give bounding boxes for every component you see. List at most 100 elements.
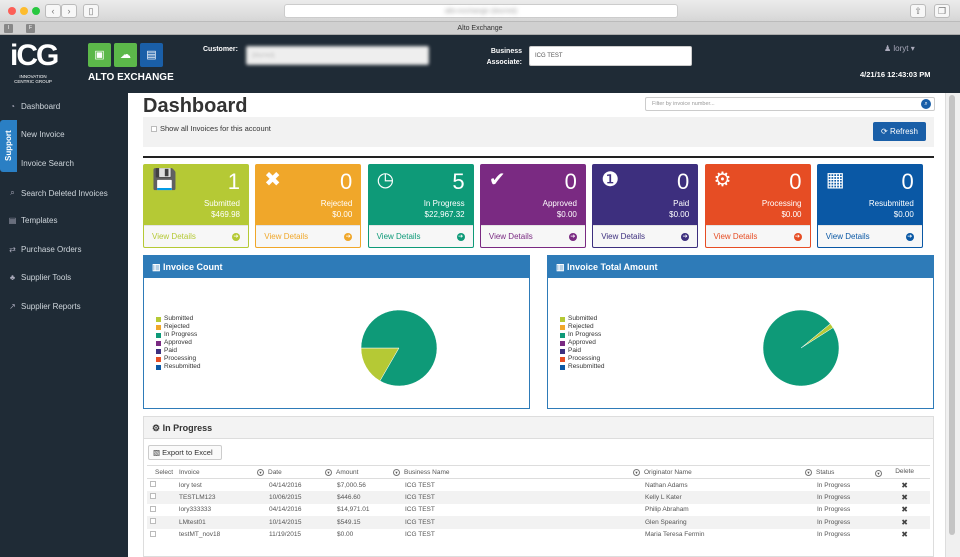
bookmark-i[interactable]: I xyxy=(4,24,13,33)
minimize-window-button[interactable] xyxy=(20,7,28,15)
cell-business-name: ICG TEST xyxy=(405,481,435,489)
sidebar-item-invoice-search[interactable]: Invoice Search xyxy=(21,159,74,168)
customer-field[interactable]: (blurred) xyxy=(246,46,429,65)
legend-label: Processing xyxy=(568,355,601,362)
view-details-link[interactable]: View Details ➔ xyxy=(144,225,248,247)
back-button[interactable]: ‹ xyxy=(45,4,61,18)
business-associate-field[interactable]: ICG TEST xyxy=(529,46,692,66)
view-details-link[interactable]: View Details ➔ xyxy=(480,225,585,247)
url-bar[interactable]: alto-exchange (blurred) xyxy=(284,4,678,18)
forward-button[interactable]: › xyxy=(61,4,77,18)
card-amount: $0.00 xyxy=(332,210,353,219)
tabs-icon[interactable]: ❐ xyxy=(934,4,950,18)
col-invoice[interactable]: Invoice xyxy=(179,465,257,479)
table-row[interactable]: testMT_nov18 11/19/2015 $0.00 ICG TEST Maria… xyxy=(147,529,930,542)
card-count: 0 xyxy=(564,169,577,194)
table-row[interactable]: lory test 04/14/2016 $7,000.56 ICG TEST Nath… xyxy=(147,479,930,492)
share-icon[interactable]: ⇧ xyxy=(910,4,926,18)
cell-invoice: TESTLM123 xyxy=(179,491,257,504)
tab-title[interactable]: Alto Exchange xyxy=(457,25,503,32)
row-select-checkbox[interactable] xyxy=(150,481,156,487)
cell-date: 04/14/2016 xyxy=(269,481,302,489)
legend-swatch xyxy=(560,324,565,330)
panel-title: In Progress xyxy=(162,423,213,433)
arrow-right-icon: ➔ xyxy=(793,232,802,241)
cell-business-name: ICG TEST xyxy=(393,491,633,504)
legend-label: Approved xyxy=(568,339,596,346)
view-details-link[interactable]: View Details ➔ xyxy=(817,225,922,247)
filter-icon[interactable]: ▼ xyxy=(257,468,264,476)
sidebar-item-purchase-orders[interactable]: ⇄ Purchase Orders xyxy=(8,245,81,254)
cell-status: In Progress xyxy=(805,491,875,504)
sidebar-toggle-icon[interactable]: ▯ xyxy=(83,4,99,18)
card-amount: $469.98 xyxy=(211,210,240,219)
pie-slice-in-progress[interactable] xyxy=(360,309,438,387)
export-label: Export to Excel xyxy=(162,448,213,457)
col-originator[interactable]: ▼ Originator Name xyxy=(633,465,805,479)
view-details-link[interactable]: View Details ➔ xyxy=(705,225,810,247)
close-window-button[interactable] xyxy=(8,7,16,15)
export-to-excel-button[interactable]: ▧ Export to Excel xyxy=(148,445,222,460)
row-select-checkbox[interactable] xyxy=(150,493,156,500)
checkbox[interactable] xyxy=(151,125,157,132)
panel-header: ▥ Invoice Total Amount xyxy=(548,256,933,278)
sidebar-item-dashboard[interactable]: ◔ Dashboard xyxy=(8,102,60,111)
card-body: ✔ 0 Approved $0.00 xyxy=(480,165,585,225)
delete-icon[interactable]: ✖ xyxy=(901,480,908,490)
user-menu[interactable]: ♟ loryt ▾ xyxy=(884,44,915,53)
bookmark-f[interactable]: F xyxy=(26,24,35,33)
legend-item: Submitted xyxy=(156,315,201,323)
card-label: Paid xyxy=(673,199,690,208)
legend-item: Approved xyxy=(156,339,201,347)
cell-amount: $14,971.01 xyxy=(337,506,370,514)
invoice-filter-input[interactable]: Filter by invoice number... xyxy=(645,97,935,111)
scrollbar-thumb[interactable] xyxy=(949,95,955,535)
sidebar-item-templates[interactable]: ▤ Templates xyxy=(8,216,58,225)
row-select-checkbox[interactable] xyxy=(150,518,156,525)
view-details-link[interactable]: View Details ➔ xyxy=(593,225,698,247)
arrow-right-icon: ➔ xyxy=(344,232,353,241)
sidebar-item-search-deleted[interactable]: ⌕ Search Deleted Invoices xyxy=(8,188,107,198)
delete-icon[interactable]: ✖ xyxy=(875,491,930,504)
delete-icon[interactable]: ✖ xyxy=(901,530,908,540)
calculator-icon: ▦ xyxy=(825,169,845,191)
refresh-button[interactable]: ⟳ Refresh xyxy=(873,122,926,141)
legend-swatch xyxy=(560,364,565,370)
legend-item: Paid xyxy=(560,347,605,355)
col-date[interactable]: ▼ Date xyxy=(257,465,325,479)
cell-originator: Glen Spearing xyxy=(633,516,805,529)
invoice-count-panel: ▥ Invoice Count Submitted Rejected In Prog… xyxy=(143,255,530,409)
col-amount[interactable]: ▼ Amount xyxy=(325,465,393,479)
legend-item: Rejected xyxy=(560,323,605,331)
cell-date: 10/06/2015 xyxy=(257,491,325,504)
filter-bar: Show all Invoices for this account xyxy=(143,117,934,147)
row-select-checkbox[interactable] xyxy=(150,505,156,512)
filter-icon[interactable]: ▼ xyxy=(633,468,640,476)
search-button[interactable]: ⌕ xyxy=(921,99,931,109)
filter-icon[interactable]: ▼ xyxy=(875,469,882,477)
filter-icon[interactable]: ▼ xyxy=(805,468,812,476)
pie-slice-in-progress[interactable] xyxy=(762,309,840,387)
filter-icon[interactable]: ▼ xyxy=(325,468,332,476)
maximize-window-button[interactable] xyxy=(32,7,40,15)
show-all-checkbox[interactable]: Show all Invoices for this account xyxy=(151,124,271,133)
view-details-link[interactable]: View Details ➔ xyxy=(256,225,361,247)
sidebar-item-new-invoice[interactable]: New Invoice xyxy=(21,130,65,139)
col-select: Select xyxy=(147,465,179,479)
col-business-name[interactable]: ▼ Business Name xyxy=(393,465,633,479)
sidebar-item-supplier-reports[interactable]: ↗ Supplier Reports xyxy=(8,302,80,311)
card-body: ⚙ 0 Processing $0.00 xyxy=(705,165,810,225)
table-row[interactable]: lory333333 04/14/2016 $14,971.01 ICG TEST Ph… xyxy=(147,504,930,517)
status-card-processing: ⚙ 0 Processing $0.00 View Details ➔ xyxy=(704,164,811,248)
sidebar-item-supplier-tools[interactable]: ♣ Supplier Tools xyxy=(8,273,71,282)
col-status[interactable]: ▼ Status xyxy=(805,465,875,479)
filter-icon[interactable]: ▼ xyxy=(393,468,400,476)
row-select-checkbox[interactable] xyxy=(150,530,156,537)
support-tab[interactable]: Support xyxy=(0,120,17,172)
delete-icon[interactable]: ✖ xyxy=(901,505,908,515)
delete-icon[interactable]: ✖ xyxy=(875,516,930,529)
table-row[interactable]: LMtest01 10/14/2015 $549.15 ICG TEST Glen Sp… xyxy=(147,516,930,529)
view-details-link[interactable]: View Details ➔ xyxy=(368,225,473,247)
table-row[interactable]: TESTLM123 10/06/2015 $446.60 ICG TEST Kelly … xyxy=(147,491,930,504)
view-details-label: View Details xyxy=(825,232,870,241)
